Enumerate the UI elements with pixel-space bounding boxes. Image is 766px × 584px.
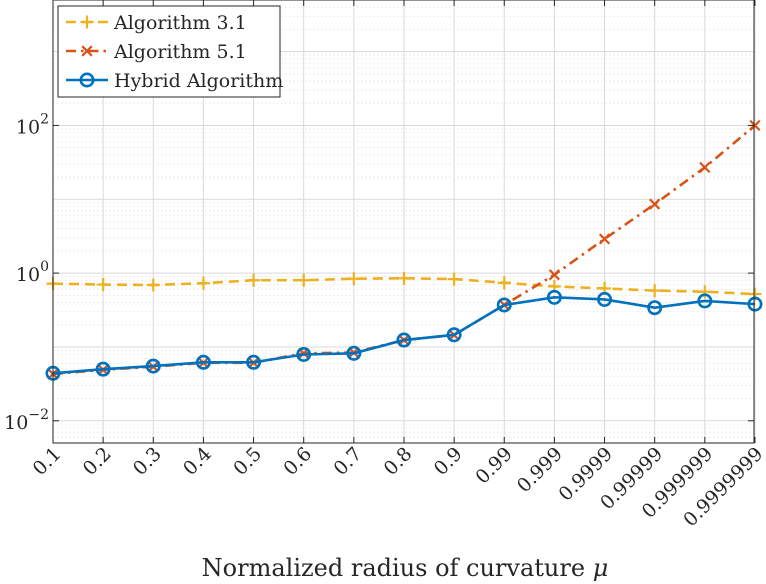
- x-tick-label: 0.7: [329, 443, 366, 480]
- series-hybrid-algorithm: [45, 289, 763, 381]
- plus-marker: [196, 276, 210, 290]
- legend-label: Hybrid Algorithm: [114, 70, 283, 92]
- x-tick-label: 0.5: [229, 443, 266, 480]
- circle-marker: [296, 346, 312, 362]
- series-line: [52, 277, 756, 296]
- legend-label: Algorithm 5.1: [113, 41, 247, 63]
- plus-marker: [397, 271, 411, 285]
- circle-marker: [246, 354, 262, 370]
- y-tick-label: 102: [16, 111, 49, 138]
- plus-marker: [447, 272, 461, 286]
- circle-marker: [546, 289, 562, 305]
- x-marker: [548, 269, 560, 281]
- circle-marker: [747, 296, 763, 312]
- y-tick-label: 10−2: [4, 407, 49, 434]
- x-axis-title: Normalized radius of curvature μ: [202, 554, 609, 582]
- circle-marker: [396, 332, 412, 348]
- x-tick-label: 0.4: [179, 443, 216, 480]
- x-tick-label: 0.1: [29, 443, 66, 480]
- legend-label: Algorithm 3.1: [113, 12, 247, 34]
- circle-marker: [697, 293, 713, 309]
- plus-marker: [297, 273, 311, 287]
- x-tick-label: 0.6: [279, 443, 316, 480]
- x-marker: [81, 45, 93, 57]
- legend-item: Hybrid Algorithm: [66, 70, 283, 92]
- y-tick-exponent: 2: [40, 111, 49, 127]
- y-tick-exponent: −2: [28, 407, 49, 423]
- x-tick-label: 0.99: [471, 443, 516, 488]
- plus-marker: [648, 284, 662, 298]
- x-axis-title-symbol: μ: [593, 554, 609, 582]
- plus-marker: [80, 15, 94, 29]
- x-tick-label: 0.9: [430, 443, 467, 480]
- circle-marker: [446, 327, 462, 343]
- y-tick-base: 10: [4, 412, 28, 434]
- plus-marker: [347, 272, 361, 286]
- circle-marker: [195, 354, 211, 370]
- legend-item: Algorithm 3.1: [66, 12, 247, 34]
- x-tick-label: 0.2: [79, 443, 116, 480]
- y-tick-label: 100: [16, 259, 49, 286]
- plus-marker: [497, 276, 511, 290]
- plus-marker: [247, 273, 261, 287]
- circle-marker: [496, 297, 512, 313]
- x-marker: [749, 119, 761, 132]
- x-tick-label: 0.3: [129, 443, 166, 480]
- x-axis-title-text: Normalized radius of curvature: [202, 554, 585, 582]
- circle-marker: [647, 300, 663, 316]
- y-tick-exponent: 0: [40, 259, 49, 275]
- series-group: [45, 119, 763, 381]
- circle-marker: [145, 358, 161, 374]
- plus-marker: [96, 278, 110, 292]
- x-marker: [699, 161, 711, 174]
- legend-item: Algorithm 5.1: [66, 41, 247, 63]
- plus-marker: [146, 278, 160, 292]
- circle-marker: [79, 72, 95, 88]
- plus-marker: [698, 285, 712, 299]
- series-line: [52, 296, 756, 375]
- y-tick-base: 10: [16, 264, 40, 286]
- x-tick-label: 0.8: [380, 443, 417, 480]
- circle-marker: [95, 361, 111, 377]
- y-tick-base: 10: [16, 116, 40, 138]
- legend: Algorithm 3.1 Algorithm 5.1 Hybrid Algorit…: [57, 5, 283, 98]
- x-marker: [649, 198, 661, 210]
- circle-marker: [346, 345, 362, 361]
- x-marker: [598, 233, 611, 245]
- circle-marker: [597, 291, 613, 307]
